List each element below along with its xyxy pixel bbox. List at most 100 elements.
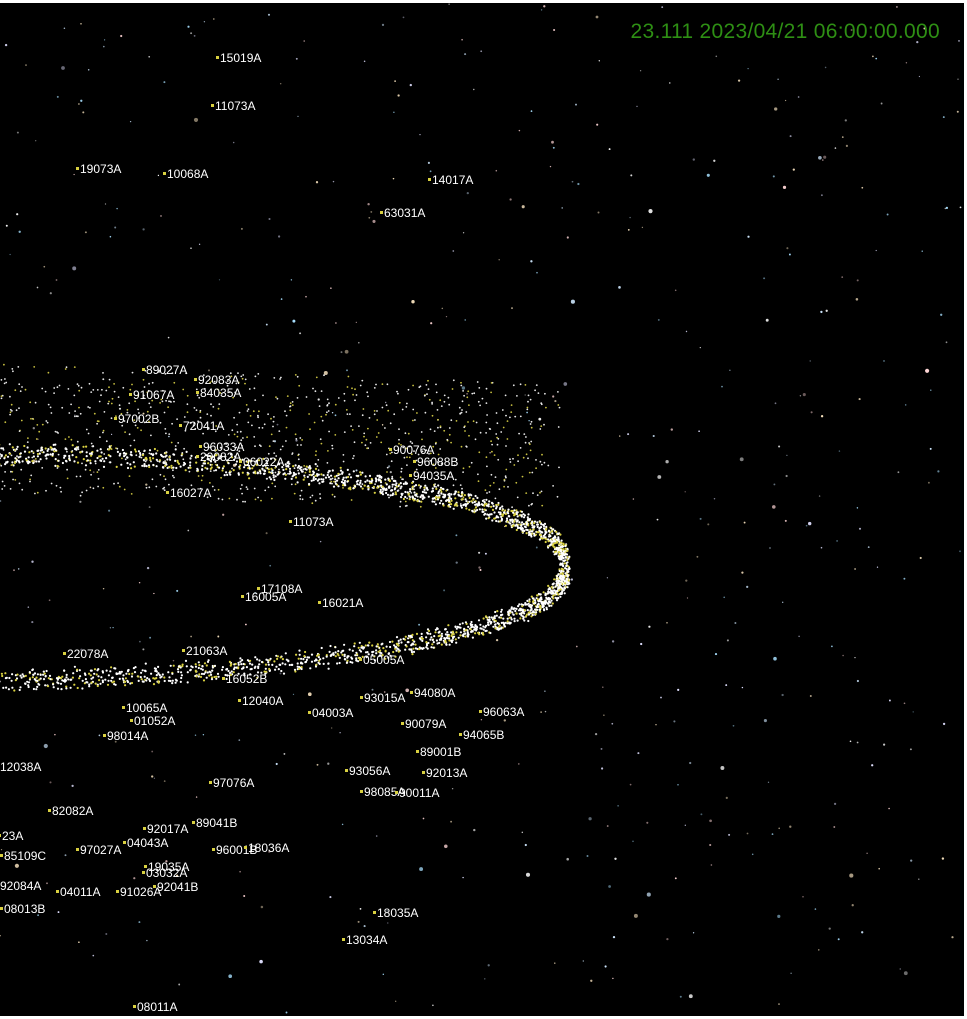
satellite-label[interactable]: 23A	[0, 829, 24, 843]
satellite-label[interactable]: 19073A	[75, 162, 122, 176]
satellite-dot	[168, 483, 170, 486]
satellite-label[interactable]: 04011A	[55, 885, 101, 899]
satellite-label[interactable]: 17108A	[256, 582, 303, 596]
star	[669, 82, 671, 84]
satellite-label[interactable]: 12040A	[237, 694, 284, 708]
satellite-dot	[10, 454, 13, 457]
satellite-label[interactable]: 97027A	[75, 843, 122, 857]
satellite-label[interactable]: 96063A	[478, 705, 525, 719]
satellite-label[interactable]: 96001B	[211, 843, 258, 857]
satellite-dot	[168, 433, 171, 435]
satellite-dot	[0, 672, 3, 675]
satellite-dot	[242, 667, 245, 670]
satellite-label[interactable]: 90079A	[400, 717, 447, 731]
satellite-label[interactable]: 16021A	[317, 596, 364, 610]
satellite-dot	[65, 366, 68, 369]
satellite-label[interactable]: 08011A	[132, 1000, 178, 1014]
satellite-label[interactable]: 22078A	[62, 647, 109, 661]
satellite-label[interactable]: 06022A	[238, 455, 285, 469]
satellite-label[interactable]: 08013B	[0, 902, 46, 916]
satellite-label[interactable]: 11073A	[210, 99, 256, 113]
satellite-dot	[327, 667, 330, 670]
satellite-dot	[215, 677, 218, 680]
satellite-dot	[246, 436, 249, 439]
satellite-dot	[158, 459, 162, 462]
satellite-label[interactable]: 91026A	[115, 885, 162, 899]
star	[109, 627, 112, 629]
star	[713, 497, 716, 500]
satellite-dot	[432, 641, 435, 644]
satellite-label[interactable]: 10065A	[121, 701, 168, 715]
satellite-label[interactable]: 91067A	[128, 388, 175, 402]
satellite-label[interactable]: 96088B	[412, 455, 459, 469]
satellite-label[interactable]: 04003A	[307, 706, 354, 720]
satellite-label[interactable]: 18036A	[243, 841, 290, 855]
satellite-dot	[376, 419, 379, 421]
satellite-label[interactable]: 89001B	[415, 745, 462, 759]
satellite-label[interactable]: 12038A	[0, 760, 42, 774]
satellite-label[interactable]: 89041B	[191, 816, 238, 830]
satellite-label[interactable]: 98085A	[359, 785, 406, 799]
satellite-label[interactable]: 82082A	[47, 804, 94, 818]
star	[685, 579, 688, 582]
satellite-label[interactable]: 85109C	[0, 849, 47, 863]
satellite-label[interactable]: 90011A	[394, 786, 440, 800]
satellite-label[interactable]: 90076A	[388, 443, 435, 457]
satellite-label[interactable]: 19035A	[143, 860, 190, 874]
satellite-label[interactable]: 97076A	[208, 776, 255, 790]
star	[641, 226, 644, 229]
orbit-visualization-viewport[interactable]: 23.111 2023/04/21 06:00:00.000 15019A 11…	[0, 3, 964, 1016]
satellite-label[interactable]: 96033A	[198, 440, 245, 454]
satellite-label[interactable]: 92083A	[193, 373, 240, 387]
satellite-dot	[385, 404, 388, 407]
satellite-label[interactable]: 16005A	[240, 590, 287, 604]
satellite-label[interactable]: 63031A	[379, 206, 426, 220]
satellite-label[interactable]: 03032A	[141, 866, 188, 880]
satellite-label[interactable]: 94080A	[409, 686, 456, 700]
satellite-dot	[230, 670, 233, 673]
satellite-label[interactable]: 72041A	[178, 419, 225, 433]
satellite-label[interactable]: 14017A	[427, 173, 474, 187]
satellite-label[interactable]: 10068A	[162, 167, 209, 181]
satellite-dot	[239, 487, 242, 490]
satellite-dot	[214, 469, 218, 472]
satellite-label[interactable]: 16027A	[165, 486, 212, 500]
satellite-dot	[58, 384, 61, 387]
satellite-label[interactable]: 92084A	[0, 879, 42, 893]
satellite-dot	[506, 438, 509, 440]
satellite-label[interactable]: 20082A	[195, 450, 242, 464]
satellite-label[interactable]: 93056A	[344, 764, 391, 778]
star	[244, 623, 247, 626]
satellite-dot	[335, 474, 338, 477]
satellite-dot	[101, 679, 104, 682]
satellite-label[interactable]: 94065B	[458, 728, 505, 742]
satellite-label[interactable]: 84035A	[195, 386, 242, 400]
satellite-dot	[194, 663, 197, 666]
satellite-label[interactable]: 18035A	[372, 906, 419, 920]
satellite-dot	[366, 391, 369, 394]
satellite-dot	[485, 421, 488, 424]
satellite-label[interactable]: 92017A	[142, 822, 189, 836]
star	[810, 411, 813, 414]
satellite-label[interactable]: 04043A	[122, 836, 169, 850]
satellite-label[interactable]: 15019A	[215, 51, 262, 65]
satellite-label[interactable]: 98014A	[102, 729, 149, 743]
satellite-label[interactable]: 89027A	[141, 363, 188, 377]
satellite-label[interactable]: 05005A	[358, 653, 405, 667]
satellite-dot	[539, 600, 542, 603]
satellite-label[interactable]: 93015A	[359, 691, 406, 705]
satellite-label[interactable]: 13034A	[341, 933, 388, 947]
satellite-label[interactable]: 16052B	[221, 672, 268, 686]
satellite-label[interactable]: 92013A	[421, 766, 468, 780]
satellite-dot	[294, 483, 297, 486]
satellite-label[interactable]: 97002B	[113, 412, 160, 426]
satellite-label[interactable]: 94035A	[408, 469, 455, 483]
satellite-label[interactable]: 21063A	[181, 644, 228, 658]
satellite-dot	[144, 662, 147, 665]
satellite-dot	[500, 610, 503, 613]
satellite-label[interactable]: 11073A	[288, 515, 334, 529]
satellite-dot	[539, 428, 542, 430]
satellite-label[interactable]: 92041B	[152, 880, 199, 894]
satellite-dot	[27, 685, 30, 689]
satellite-label[interactable]: 01052A	[129, 714, 176, 728]
